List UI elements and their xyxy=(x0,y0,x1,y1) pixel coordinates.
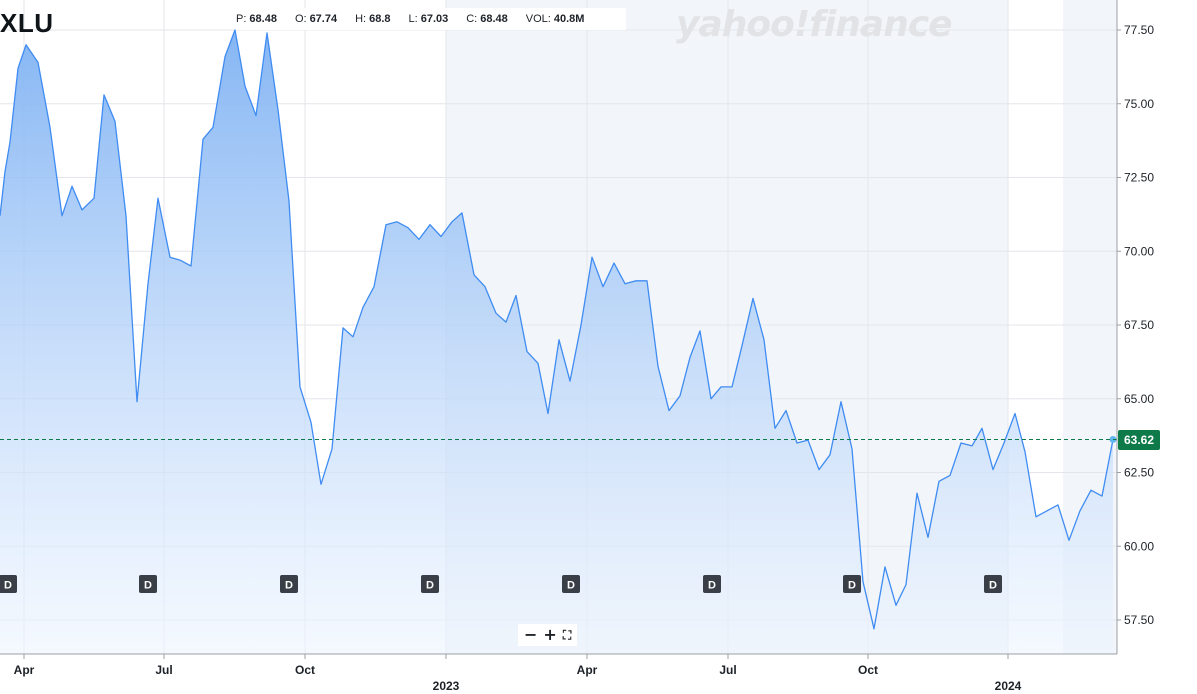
dividend-badge xyxy=(139,575,157,593)
dividend-badge xyxy=(843,575,861,593)
x-axis: Apr Jul Oct 2023 Apr Jul Oct 2024 xyxy=(0,653,1117,693)
fullscreen-icon[interactable]: ⛶ xyxy=(562,628,572,642)
zoom-controls: − + ⛶ xyxy=(518,624,578,646)
dividend-marker[interactable]: D xyxy=(843,575,861,593)
x-tick-label: Jul xyxy=(155,663,172,677)
x-year-label: 2023 xyxy=(433,679,460,693)
dividend-badge xyxy=(421,575,439,593)
ohlc-readout: P: 68.48 O: 67.74 H: 68.8 L: 67.03 C: 68.48 V… xyxy=(236,8,627,30)
y-tick-label: 57.50 xyxy=(1124,613,1154,627)
ticker-symbol: XLU xyxy=(0,8,54,38)
zoom-in-button[interactable]: + xyxy=(543,625,557,644)
dividend-badge xyxy=(703,575,721,593)
close-readout: C: 68.48 xyxy=(466,13,508,25)
dividend-marker[interactable]: D xyxy=(0,575,17,593)
y-tick-label: 70.00 xyxy=(1124,244,1154,258)
x-tick-label: Apr xyxy=(577,663,598,677)
volume-readout: VOL: 40.8M xyxy=(525,13,585,25)
x-tick-label: Jul xyxy=(719,663,736,677)
y-tick-label: 62.50 xyxy=(1124,466,1154,480)
dividend-badge xyxy=(984,575,1002,593)
dividend-badge xyxy=(280,575,298,593)
y-tick-label: 72.50 xyxy=(1124,171,1154,185)
x-tick-label: Oct xyxy=(858,663,878,677)
x-year-label: 2024 xyxy=(995,679,1022,693)
dividend-label: D xyxy=(708,580,716,592)
x-tick-label: Apr xyxy=(14,663,35,677)
dividend-marker[interactable]: D xyxy=(280,575,298,593)
high-readout: H: 68.8 xyxy=(355,13,391,25)
low-readout: L: 67.03 xyxy=(408,13,449,25)
open-readout: O: 67.74 xyxy=(294,13,338,25)
y-tick-label: 65.00 xyxy=(1124,392,1154,406)
dividend-marker[interactable]: D xyxy=(984,575,1002,593)
y-tick-label: 60.00 xyxy=(1124,539,1154,553)
yahoo-finance-logo: yahoo!finance xyxy=(676,4,953,45)
x-tick-label: Oct xyxy=(295,663,315,677)
y-axis: 57.50 60.00 62.50 65.00 67.50 70.00 72.50 75.00… xyxy=(1116,0,1154,654)
y-tick-label: 77.50 xyxy=(1124,23,1154,37)
dividend-label: D xyxy=(4,580,12,592)
area-fill xyxy=(0,30,1113,654)
dividend-label: D xyxy=(848,580,856,592)
dividend-label: D xyxy=(989,580,997,592)
y-tick-label: 67.50 xyxy=(1124,318,1154,332)
dividend-badge xyxy=(0,575,17,593)
dividend-marker[interactable]: D xyxy=(703,575,721,593)
price-readout: P: 68.48 xyxy=(236,13,277,25)
dividend-label: D xyxy=(567,580,575,592)
dividend-badge xyxy=(562,575,580,593)
dividend-marker[interactable]: D xyxy=(421,575,439,593)
price-line xyxy=(0,29,1114,630)
y-tick-label: 75.00 xyxy=(1124,97,1154,111)
dividend-marker[interactable]: D xyxy=(562,575,580,593)
dividend-label: D xyxy=(426,580,434,592)
dividend-marker[interactable]: D xyxy=(139,575,157,593)
dividend-label: D xyxy=(285,580,293,592)
current-price-label: 63.62 xyxy=(1118,430,1160,450)
dividend-label: D xyxy=(144,580,152,592)
zoom-out-button[interactable]: − xyxy=(524,625,538,644)
